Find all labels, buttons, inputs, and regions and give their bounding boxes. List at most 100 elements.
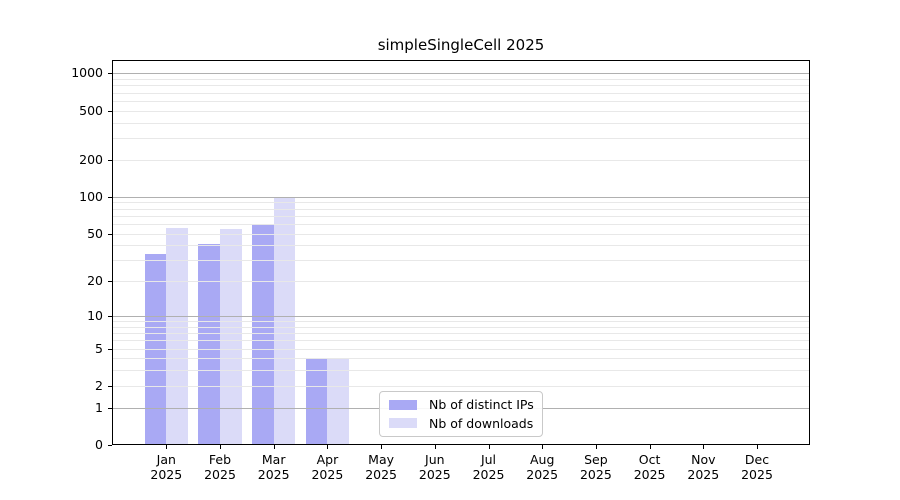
x-tick-year: 2025 xyxy=(526,467,559,482)
x-tick-month: Feb xyxy=(208,452,232,467)
x-tick-year: 2025 xyxy=(365,467,397,482)
legend-label-downloads: Nb of downloads xyxy=(429,415,534,431)
x-tick-year: 2025 xyxy=(633,467,666,482)
x-tick-month: Nov xyxy=(691,452,716,467)
minor-gridline xyxy=(112,385,810,387)
x-tick-mark xyxy=(703,445,705,449)
y-tick-mark xyxy=(108,233,112,235)
minor-gridline xyxy=(112,215,810,217)
y-tick-mark xyxy=(108,445,112,446)
x-tick-month: Jul xyxy=(480,452,497,467)
x-tick-year: 2025 xyxy=(150,467,183,482)
major-gridline xyxy=(112,196,810,198)
major-gridline xyxy=(112,73,810,75)
x-tick-label: Jan 2025 xyxy=(134,452,198,482)
bar-downloads-mar xyxy=(273,196,296,445)
y-tick-label: 10 xyxy=(87,308,103,323)
x-tick-year: 2025 xyxy=(418,467,451,482)
bar-distinct-ips-feb xyxy=(198,243,220,445)
y-tick-mark xyxy=(108,316,112,317)
minor-gridline xyxy=(112,245,810,247)
x-tick-mark xyxy=(381,445,383,449)
y-tick-mark xyxy=(108,73,112,75)
y-tick-label: 20 xyxy=(87,273,103,289)
legend-row-distinct-ips: Nb of distinct IPs xyxy=(389,397,534,413)
y-tick-label: 500 xyxy=(79,102,103,118)
x-tick-mark xyxy=(220,445,221,449)
y-tick-label: 0 xyxy=(95,437,103,452)
x-tick-label: Apr 2025 xyxy=(295,452,359,482)
x-tick-month: Aug xyxy=(529,452,555,467)
x-tick-year: 2025 xyxy=(257,467,290,482)
x-tick-label: Jun 2025 xyxy=(403,452,467,482)
minor-gridline xyxy=(112,202,810,204)
y-tick-mark xyxy=(108,159,112,161)
minor-gridline xyxy=(112,281,810,283)
x-tick-mark xyxy=(166,445,168,449)
y-tick-label: 100 xyxy=(79,188,103,204)
chart-title: simpleSingleCell 2025 xyxy=(377,36,545,54)
x-tick-label: Sep 2025 xyxy=(564,452,628,482)
minor-gridline xyxy=(112,79,810,81)
bar-distinct-ips-apr xyxy=(305,358,328,445)
y-tick-mark xyxy=(108,348,112,350)
minor-gridline xyxy=(112,348,810,350)
x-tick-mark xyxy=(327,445,329,449)
legend-swatch-distinct-ips xyxy=(389,399,417,410)
minor-gridline xyxy=(112,358,810,360)
y-tick-label: 1000 xyxy=(71,65,103,81)
x-tick-year: 2025 xyxy=(741,467,773,482)
bar-downloads-feb xyxy=(220,229,242,445)
minor-gridline xyxy=(112,326,810,328)
y-tick-mark xyxy=(108,110,112,112)
x-tick-label: Oct 2025 xyxy=(618,452,682,482)
x-tick-label: Mar 2025 xyxy=(242,452,306,482)
x-tick-label: Dec 2025 xyxy=(725,452,789,482)
minor-gridline xyxy=(112,122,810,124)
x-tick-mark xyxy=(542,445,544,449)
minor-gridline xyxy=(112,321,810,323)
minor-gridline xyxy=(112,340,810,342)
x-tick-mark xyxy=(649,445,651,449)
y-tick-mark xyxy=(108,407,112,409)
y-tick-label: 2 xyxy=(95,377,103,393)
major-gridline xyxy=(112,316,810,317)
x-tick-mark xyxy=(273,445,275,449)
x-tick-month: Sep xyxy=(584,452,608,467)
legend-label-distinct-ips: Nb of distinct IPs xyxy=(429,397,534,413)
legend-row-downloads: Nb of downloads xyxy=(389,416,533,431)
minor-gridline xyxy=(112,260,810,262)
y-tick-label: 5 xyxy=(95,340,103,356)
x-tick-label: Nov 2025 xyxy=(671,452,735,482)
y-tick-label: 50 xyxy=(87,225,103,241)
x-tick-month: Oct xyxy=(638,452,661,467)
minor-gridline xyxy=(112,100,810,102)
x-tick-mark xyxy=(488,445,490,449)
minor-gridline xyxy=(112,85,810,87)
x-tick-year: 2025 xyxy=(204,467,236,482)
x-tick-year: 2025 xyxy=(687,467,720,482)
y-tick-label: 200 xyxy=(79,151,103,167)
minor-gridline xyxy=(112,370,810,372)
x-tick-label: Jul 2025 xyxy=(457,452,521,482)
legend: Nb of distinct IPs Nb of downloads xyxy=(379,391,543,437)
plot-area xyxy=(112,60,810,445)
x-tick-year: 2025 xyxy=(311,467,344,482)
x-tick-month: Jun xyxy=(425,452,445,467)
minor-gridline xyxy=(112,138,810,139)
minor-gridline xyxy=(112,110,810,112)
x-tick-mark xyxy=(757,445,758,449)
legend-swatch-downloads xyxy=(389,418,417,429)
x-tick-label: May 2025 xyxy=(349,452,413,482)
y-tick-mark xyxy=(108,281,112,283)
x-tick-year: 2025 xyxy=(472,467,505,482)
x-tick-mark xyxy=(434,445,436,449)
x-tick-label: Feb 2025 xyxy=(188,452,252,482)
x-tick-month: May xyxy=(368,452,395,467)
y-tick-mark xyxy=(108,196,112,198)
minor-gridline xyxy=(112,233,810,235)
x-tick-month: Mar xyxy=(261,452,286,467)
x-tick-year: 2025 xyxy=(579,467,612,482)
x-tick-mark xyxy=(595,445,597,449)
